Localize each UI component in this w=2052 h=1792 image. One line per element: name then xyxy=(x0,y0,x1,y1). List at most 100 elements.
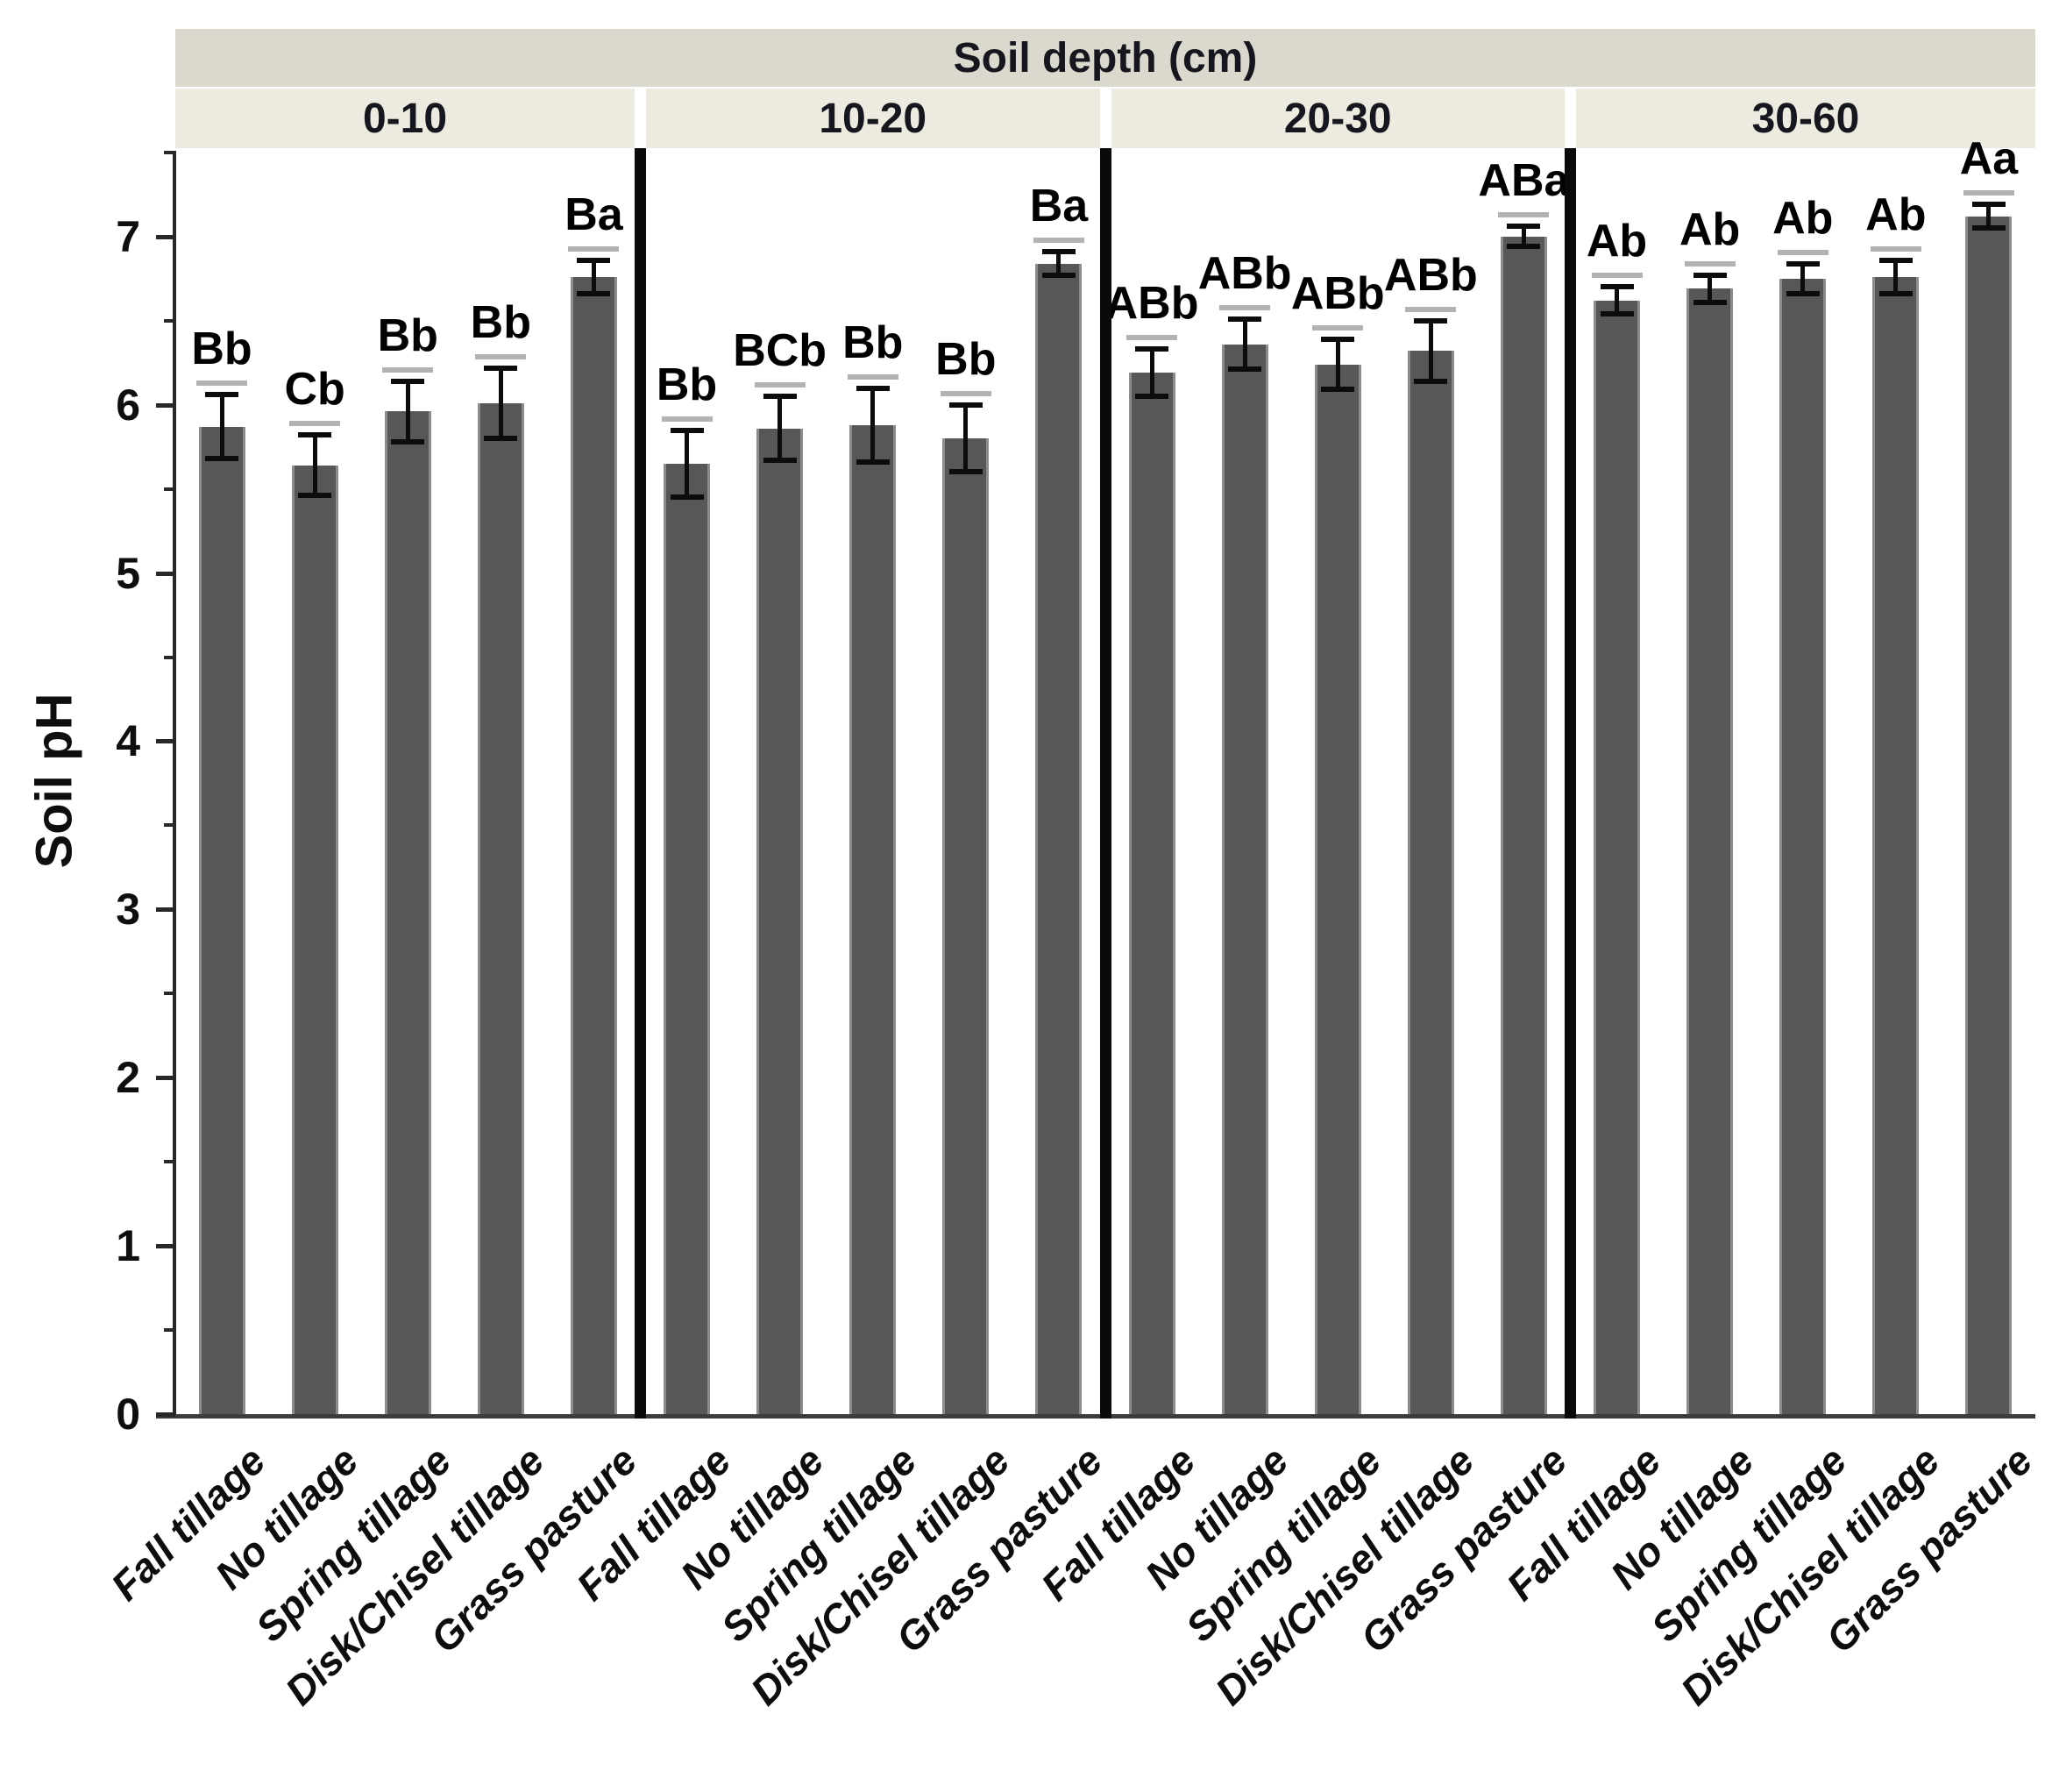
significance-letter: Ab xyxy=(1772,192,1834,244)
error-bar-grey-cap xyxy=(754,382,806,388)
error-bar-grey-cap xyxy=(196,380,248,387)
error-bar-grey-cap xyxy=(847,373,898,380)
panel-separator xyxy=(1565,148,1576,1419)
error-bar-line xyxy=(1800,263,1806,295)
error-bar-line xyxy=(405,380,410,442)
significance-letter: Bb xyxy=(842,316,904,368)
error-bar-line xyxy=(312,435,317,496)
facet-title-strip: Soil depth (cm) xyxy=(175,29,2035,87)
significance-letter: Ab xyxy=(1586,216,1648,267)
error-bar-line xyxy=(870,388,876,462)
y-tick-label: 5 xyxy=(116,548,140,598)
bar-10-20-No tillage xyxy=(756,428,804,1414)
bar-10-20-Fall tillage xyxy=(664,463,711,1414)
y-axis-title: Soil pH xyxy=(25,693,83,868)
error-bar-bottom-cap xyxy=(1507,244,1541,250)
significance-letter: Ba xyxy=(1029,181,1089,232)
facet-title: Soil depth (cm) xyxy=(953,34,1258,82)
error-bar-grey-cap xyxy=(1126,335,1178,341)
facet-label-20-30: 20-30 xyxy=(1111,89,1565,148)
bar-20-30-Grass pasture xyxy=(1500,236,1547,1414)
error-bar-line xyxy=(1615,287,1620,315)
significance-letter: ABb xyxy=(1383,249,1478,301)
bar-0-10-No tillage xyxy=(291,465,338,1414)
error-bar-line xyxy=(1986,204,1992,229)
significance-letter: Ab xyxy=(1679,203,1741,255)
error-bar-top-cap xyxy=(1041,249,1076,255)
error-bar-bottom-cap xyxy=(298,493,332,499)
error-bar-bottom-cap xyxy=(1786,291,1820,297)
error-bar-grey-cap xyxy=(940,390,991,396)
error-bar-top-cap xyxy=(856,385,890,391)
error-bar-bottom-cap xyxy=(856,459,890,465)
error-bar-grey-cap xyxy=(1684,260,1736,267)
error-bar-grey-cap xyxy=(1033,238,1084,244)
error-bar-line xyxy=(219,395,224,459)
significance-letter: Bb xyxy=(656,359,718,410)
y-tick-label: 2 xyxy=(116,1053,140,1103)
error-bar-top-cap xyxy=(1321,336,1355,342)
bar-10-20-Disk/Chisel tillage xyxy=(942,438,990,1414)
error-bar-grey-cap xyxy=(1405,306,1457,312)
bar-0-10-Fall tillage xyxy=(198,426,245,1414)
error-bar-line xyxy=(1149,349,1154,397)
error-bar-top-cap xyxy=(670,427,704,433)
y-major-tick xyxy=(156,739,175,744)
y-minor-tick xyxy=(164,150,175,154)
error-bar-bottom-cap xyxy=(1878,291,1913,297)
error-bar-bottom-cap xyxy=(763,458,797,464)
error-bar-grey-cap xyxy=(1498,212,1550,218)
bar-30-60-Disk/Chisel tillage xyxy=(1872,276,1920,1414)
y-major-tick xyxy=(156,1412,175,1417)
error-bar-bottom-cap xyxy=(1414,378,1448,384)
y-tick-label: 6 xyxy=(116,380,140,430)
significance-letter: Aa xyxy=(1959,133,2019,185)
error-bar-grey-cap xyxy=(1312,324,1364,331)
error-bar-top-cap xyxy=(1228,316,1262,322)
error-bar-bottom-cap xyxy=(1228,366,1262,373)
y-tick-label: 1 xyxy=(116,1221,140,1271)
error-bar-grey-cap xyxy=(289,421,341,427)
error-bar-line xyxy=(1521,226,1526,247)
y-tick-label: 0 xyxy=(116,1390,140,1439)
error-bar-bottom-cap xyxy=(1321,387,1355,393)
error-bar-bottom-cap xyxy=(948,469,983,475)
error-bar-bottom-cap xyxy=(670,494,704,501)
error-bar-grey-cap xyxy=(382,366,434,373)
error-bar-grey-cap xyxy=(1870,245,1921,252)
facet-label-0-10: 0-10 xyxy=(175,89,635,148)
error-bar-bottom-cap xyxy=(484,436,518,442)
y-minor-tick xyxy=(164,487,175,491)
bar-30-60-No tillage xyxy=(1686,288,1734,1414)
y-major-tick xyxy=(156,571,175,576)
bar-20-30-Spring tillage xyxy=(1314,364,1361,1414)
bar-20-30-Disk/Chisel tillage xyxy=(1407,351,1454,1414)
panel-separator xyxy=(635,148,646,1419)
error-bar-line xyxy=(1428,320,1433,381)
y-minor-tick xyxy=(164,992,175,996)
y-minor-tick xyxy=(164,655,175,659)
error-bar-top-cap xyxy=(763,394,797,400)
error-bar-bottom-cap xyxy=(577,291,611,297)
significance-letter: Ab xyxy=(1865,188,1927,240)
error-bar-top-cap xyxy=(1878,257,1913,263)
bar-30-60-Fall tillage xyxy=(1594,300,1641,1414)
error-bar-bottom-cap xyxy=(1971,225,2006,231)
error-bar-top-cap xyxy=(1135,346,1169,352)
error-bar-bottom-cap xyxy=(205,456,239,462)
bar-30-60-Grass pasture xyxy=(1965,216,2013,1414)
y-major-tick xyxy=(156,1244,175,1249)
error-bar-bottom-cap xyxy=(1135,394,1169,400)
error-bar-line xyxy=(963,404,969,473)
y-major-tick xyxy=(156,402,175,408)
bar-0-10-Disk/Chisel tillage xyxy=(477,402,524,1414)
error-bar-grey-cap xyxy=(661,416,713,422)
y-tick-label: 4 xyxy=(116,716,140,766)
significance-letter: Bb xyxy=(191,324,252,375)
error-bar-line xyxy=(498,367,503,439)
error-bar-top-cap xyxy=(205,392,239,398)
error-bar-top-cap xyxy=(948,402,983,408)
error-bar-top-cap xyxy=(1786,260,1820,267)
error-bar-top-cap xyxy=(1971,202,2006,208)
